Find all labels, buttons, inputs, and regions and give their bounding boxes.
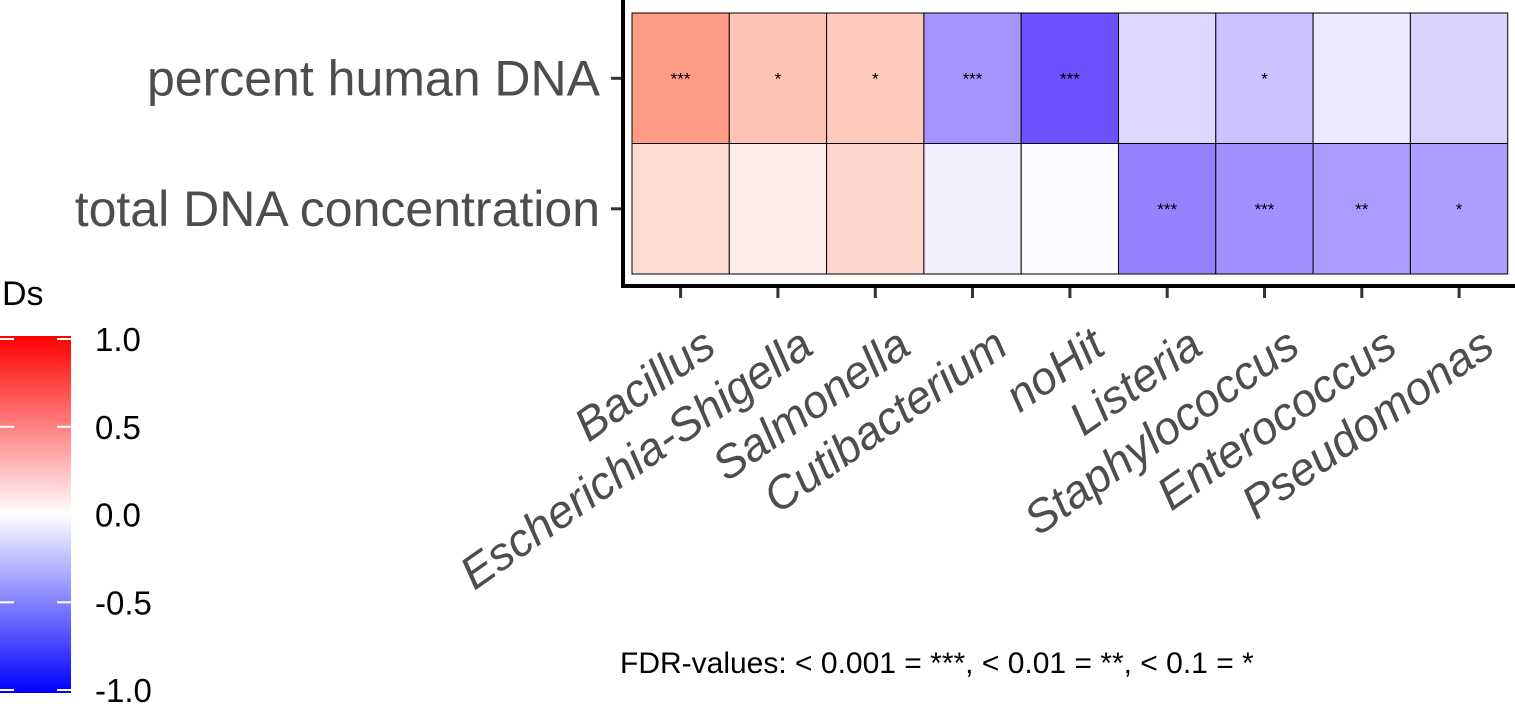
colorbar-tick-label: -1.0 <box>95 672 152 708</box>
heatmap-cell <box>1312 12 1411 144</box>
row-labels: percent human DNA total DNA concentration <box>75 50 621 237</box>
heatmap-cell <box>826 12 925 144</box>
heatmap-cell <box>1409 143 1509 275</box>
significance-mark: * <box>775 69 782 88</box>
significance-footnote: FDR-values: < 0.001 = ***, < 0.01 = **, … <box>620 647 1254 680</box>
axes <box>621 0 1515 288</box>
heatmap-cell <box>1020 12 1120 144</box>
heatmap-cell <box>1020 143 1120 275</box>
row-label: percent human DNA <box>147 50 601 106</box>
heatmap-cell <box>728 12 828 144</box>
heatmap-cell <box>631 143 730 275</box>
colorbar-tick-label: 0.5 <box>95 409 141 446</box>
heatmap-cell <box>1215 143 1314 275</box>
significance-mark: * <box>1456 200 1463 219</box>
heatmap-cell <box>923 12 1022 144</box>
heatmap-cell <box>728 143 828 275</box>
row-label: total DNA concentration <box>75 181 600 237</box>
significance-mark: *** <box>1255 200 1275 219</box>
heatmap-cell <box>1409 12 1509 144</box>
significance-mark: ** <box>1355 200 1369 219</box>
significance-marks: *** * * *** *** **** *** ** * <box>671 69 1463 219</box>
heatmap-cell <box>1118 143 1217 275</box>
heatmap-cell <box>923 143 1022 275</box>
column-labels: BacillusEscherichia-ShigellaSalmonellaCu… <box>450 288 1503 599</box>
colorbar-tick-label: 0.0 <box>95 497 141 534</box>
colorbar-tick-label: -0.5 <box>95 584 152 621</box>
heatmap-cell <box>631 12 730 144</box>
significance-mark: * <box>872 69 879 88</box>
heatmap-cell <box>1118 12 1217 144</box>
colorbar-tick-label: 1.0 <box>95 321 141 358</box>
heatmap-cell <box>826 143 925 275</box>
colorbar-title: Ds <box>2 275 44 313</box>
significance-mark: * <box>1261 69 1268 88</box>
significance-mark: *** <box>1060 69 1080 88</box>
significance-mark: *** <box>963 69 983 88</box>
colorbar-legend: Ds 1.0 0.5 0.0 -0.5 -1.0 <box>0 275 152 708</box>
heatmap-cell <box>1215 12 1314 144</box>
colorbar-ticks: 1.0 0.5 0.0 -0.5 -1.0 <box>0 321 152 708</box>
heatmap-cell <box>1312 143 1411 275</box>
heatmap-cells <box>631 12 1509 275</box>
significance-mark: *** <box>1157 200 1177 219</box>
significance-mark: *** <box>671 69 691 88</box>
